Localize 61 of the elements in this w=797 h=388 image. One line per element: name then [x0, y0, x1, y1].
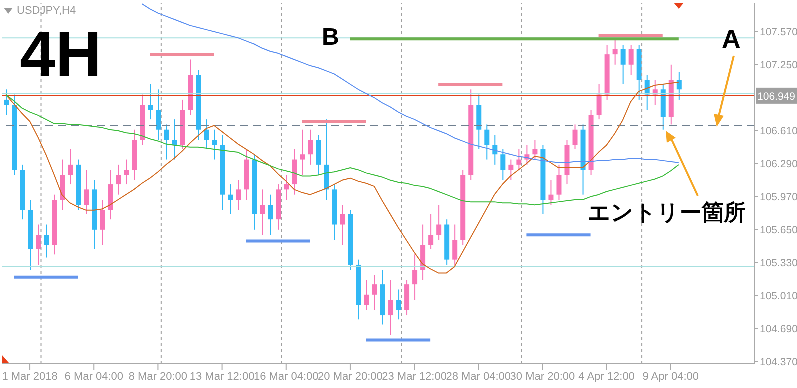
x-tick-label: 23 Mar 12:00	[382, 370, 447, 383]
candlestick	[388, 280, 394, 336]
candlestick	[500, 148, 506, 181]
x-tick-label: 6 Mar 04:00	[64, 370, 124, 383]
x-tick-label: 8 Mar 20:00	[128, 370, 188, 383]
candlestick	[68, 148, 74, 186]
candlestick	[212, 129, 218, 160]
candlestick	[100, 200, 106, 246]
candlestick	[172, 119, 178, 160]
candlestick	[236, 180, 242, 211]
candlestick	[572, 124, 578, 150]
annotation: エントリー箇所	[588, 200, 746, 225]
candlestick	[148, 84, 154, 120]
candlestick	[84, 170, 90, 215]
candlestick	[260, 189, 266, 236]
chart-subtitle: USDJPY,H4	[17, 5, 76, 17]
candlestick	[340, 204, 346, 246]
candlestick	[484, 124, 490, 160]
candlestick	[612, 40, 618, 66]
candlestick	[268, 194, 274, 236]
x-tick-label: 28 Mar 04:00	[446, 370, 512, 383]
candlestick	[300, 129, 306, 176]
candlestick	[156, 89, 162, 141]
candlestick	[372, 274, 378, 311]
candlestick	[428, 214, 434, 250]
chart-title: 4H	[20, 18, 102, 90]
candlestick	[308, 129, 314, 166]
candlestick	[124, 159, 130, 186]
x-tick-label: 9 Apr 04:00	[642, 370, 700, 383]
candlestick	[164, 124, 170, 160]
candlestick	[516, 148, 522, 171]
candlestick	[628, 44, 634, 76]
candlestick	[204, 119, 210, 150]
ref-line-label: 106.949	[758, 90, 796, 103]
line-series	[142, 4, 680, 164]
candlestick	[508, 159, 514, 181]
candlestick	[284, 174, 290, 201]
candlestick	[44, 224, 50, 258]
candlestick	[452, 224, 458, 266]
x-tick-label: 30 Mar 20:00	[510, 370, 576, 383]
candlestick	[228, 184, 234, 215]
x-tick-label: 1 Mar 2018	[2, 370, 58, 383]
x-tick-label: 16 Mar 04:00	[254, 370, 319, 383]
candlestick	[548, 180, 554, 206]
candlestick	[364, 280, 370, 311]
candlestick	[596, 84, 602, 120]
candlestick	[436, 204, 442, 241]
candlestick	[676, 72, 682, 100]
candlestick	[116, 164, 122, 196]
x-tick-label: 4 Apr 12:00	[578, 370, 635, 383]
candlestick	[36, 224, 42, 266]
candlestick	[412, 254, 418, 301]
candlestick	[556, 164, 562, 201]
text: A	[722, 24, 741, 54]
annotation: B	[322, 24, 340, 51]
x-tick-label: 13 Mar 12:00	[190, 370, 255, 383]
candlestick	[532, 140, 538, 160]
candlestick	[396, 289, 402, 320]
x-tick-label: 20 Mar 20:00	[318, 370, 383, 383]
candlestick	[4, 89, 9, 116]
candlestick	[620, 44, 626, 85]
